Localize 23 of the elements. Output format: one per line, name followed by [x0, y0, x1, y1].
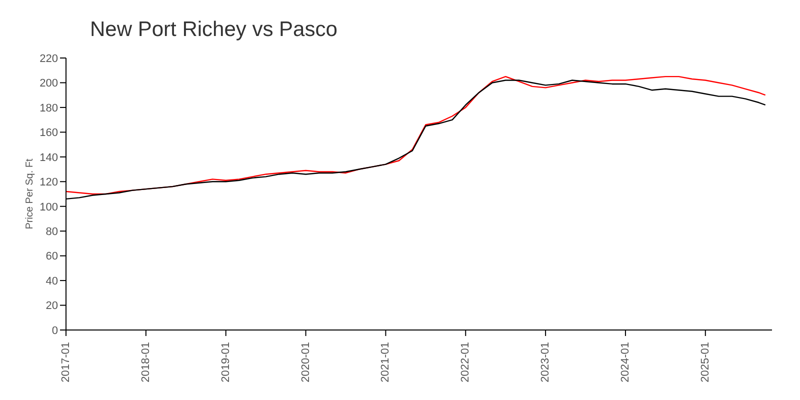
y-tick-label: 40 — [46, 275, 58, 288]
x-tick-label: 2023-01 — [540, 342, 552, 382]
x-tick-label: 2025-01 — [699, 342, 712, 382]
y-tick-label: 120 — [40, 176, 58, 189]
x-tick-label: 2018-01 — [140, 342, 152, 382]
x-tick-label: 2020-01 — [300, 342, 312, 382]
y-tick-label: 140 — [40, 152, 58, 164]
y-tick-label: 180 — [40, 102, 58, 114]
x-tick-label: 2021-01 — [380, 342, 392, 382]
y-tick-label: 0 — [52, 324, 58, 337]
y-tick-label: 80 — [46, 226, 58, 238]
x-tick-label: 2024-01 — [619, 342, 632, 382]
chart-title: New Port Richey vs Pasco — [90, 18, 338, 42]
y-axis-title: Price Per Sq. Ft — [24, 158, 36, 230]
y-tick-label: 200 — [40, 78, 58, 90]
y-tick-label: 60 — [46, 250, 58, 263]
x-tick-label: 2022-01 — [460, 342, 472, 382]
y-tick-label: 160 — [40, 127, 58, 140]
x-tick-label: 2017-01 — [60, 342, 72, 382]
y-tick-label: 100 — [40, 201, 58, 214]
x-tick-label: 2019-01 — [220, 342, 232, 382]
y-tick-label: 20 — [46, 300, 58, 312]
y-tick-label: 220 — [40, 52, 58, 65]
